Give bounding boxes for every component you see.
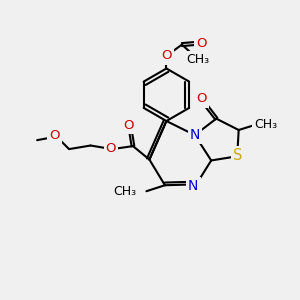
- Text: CH₃: CH₃: [254, 118, 277, 131]
- Text: O: O: [123, 119, 134, 132]
- Text: O: O: [161, 50, 172, 62]
- Text: O: O: [49, 129, 59, 142]
- Text: O: O: [196, 37, 207, 50]
- Text: S: S: [233, 148, 242, 163]
- Text: CH₃: CH₃: [113, 185, 136, 198]
- Text: CH₃: CH₃: [186, 53, 209, 66]
- Text: N: N: [190, 128, 200, 142]
- Text: O: O: [196, 92, 207, 105]
- Text: N: N: [188, 179, 199, 193]
- Text: O: O: [106, 142, 116, 155]
